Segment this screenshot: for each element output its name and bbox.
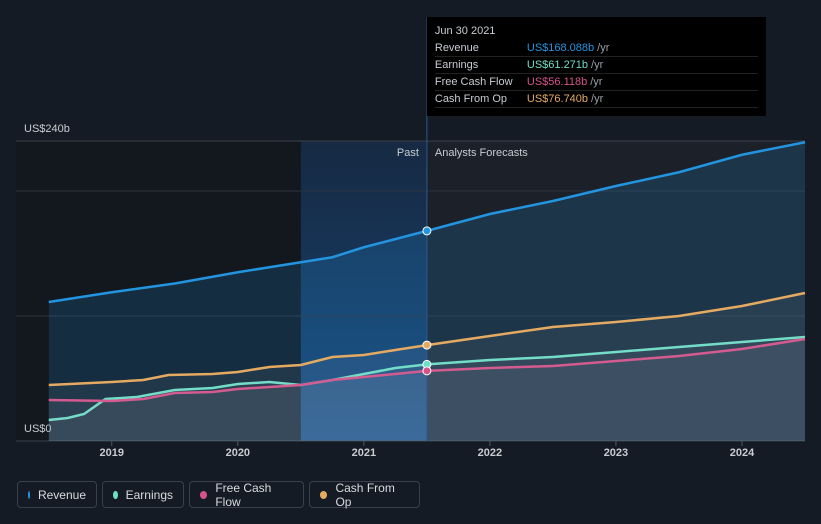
tooltip-unit: /yr xyxy=(591,93,604,105)
past-label: Past xyxy=(397,147,419,159)
tooltip-unit: /yr xyxy=(597,42,610,54)
legend-item[interactable]: Earnings xyxy=(102,481,184,508)
x-tick-label: 2024 xyxy=(730,447,755,459)
x-tick-label: 2020 xyxy=(226,447,250,459)
tooltip-value-text: US$56.118b xyxy=(527,76,587,88)
legend-swatch xyxy=(320,490,328,499)
tooltip-value: US$56.118b/yr xyxy=(527,76,603,88)
x-tick-label: 2023 xyxy=(604,447,628,459)
tooltip-dot xyxy=(422,340,432,350)
tooltip-dot xyxy=(422,366,432,376)
legend-swatch xyxy=(113,490,118,499)
tooltip-value: US$168.088b/yr xyxy=(527,42,610,54)
tooltip-unit: /yr xyxy=(591,59,604,71)
tooltip-name: Free Cash Flow xyxy=(435,76,513,88)
legend-label: Cash From Op xyxy=(335,480,395,509)
x-tick-label: 2021 xyxy=(352,447,376,459)
legend-item[interactable]: Free Cash Flow xyxy=(189,480,304,509)
legend-item[interactable]: Cash From Op xyxy=(309,480,420,509)
series-line xyxy=(48,141,806,304)
x-tick-label: 2022 xyxy=(478,447,502,459)
legend-swatch xyxy=(200,490,208,499)
tooltip-value-text: US$168.088b xyxy=(527,42,594,54)
legend-label: Earnings xyxy=(125,487,173,502)
series-line xyxy=(48,291,806,387)
tooltip-name: Cash From Op xyxy=(435,93,507,105)
legend-label: Revenue xyxy=(37,487,86,502)
x-tick-label: 2019 xyxy=(100,447,124,459)
series-line xyxy=(48,337,806,403)
tooltip-value-text: US$76.740b xyxy=(527,93,588,105)
tooltip-dot xyxy=(422,226,432,236)
legend-label: Free Cash Flow xyxy=(215,480,272,509)
legend-swatch xyxy=(28,490,30,499)
forecast-label: Analysts Forecasts xyxy=(435,147,528,159)
y-tick-label: US$240b xyxy=(24,123,70,135)
y-tick-label: US$0 xyxy=(24,423,52,435)
tooltip-value-text: US$61.271b xyxy=(527,59,588,71)
tooltip-date: Jun 30 2021 xyxy=(435,25,496,37)
tooltip-name: Earnings xyxy=(435,59,479,71)
tooltip-value: US$61.271b/yr xyxy=(527,59,604,71)
tooltip-name: Revenue xyxy=(435,42,479,54)
tooltip-unit: /yr xyxy=(590,76,603,88)
legend-item[interactable]: Revenue xyxy=(17,481,97,508)
tooltip-box xyxy=(426,17,766,116)
tooltip-value: US$76.740b/yr xyxy=(527,93,604,105)
